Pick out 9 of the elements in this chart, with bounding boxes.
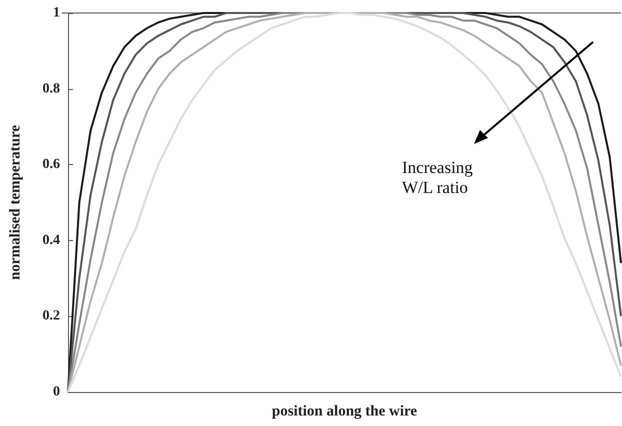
- y-tick-label: 0.2: [42, 308, 60, 324]
- annotation: Increasing W/L ratio: [402, 158, 473, 198]
- y-tick-label: 0.4: [42, 232, 60, 248]
- y-tick-label: 1: [53, 6, 60, 20]
- y-tick-label: 0.6: [42, 157, 60, 172]
- y-tick-label: 0: [53, 384, 60, 400]
- x-axis-title: position along the wire: [272, 404, 418, 420]
- y-axis-title: normalised temperature: [8, 124, 24, 280]
- y-tick-label: 0.8: [42, 81, 60, 96]
